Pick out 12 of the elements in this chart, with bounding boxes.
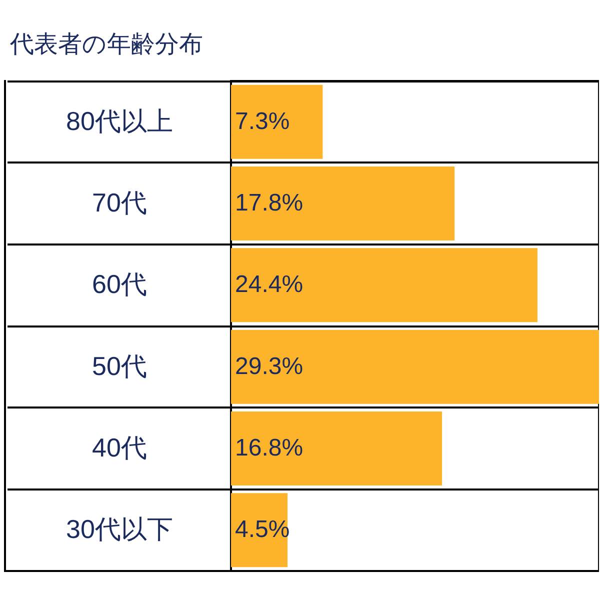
y-tick-label: 80代以上: [66, 106, 173, 136]
data-label: 17.8%: [235, 190, 304, 216]
chart-title: 代表者の年齢分布: [10, 30, 203, 60]
y-tick-label: 30代以下: [66, 514, 173, 544]
y-tick-label: 40代: [92, 432, 147, 462]
data-label: 7.3%: [235, 108, 290, 135]
y-tick-label: 50代: [92, 350, 147, 381]
data-label: 16.8%: [235, 434, 304, 462]
data-label: 29.3%: [235, 352, 304, 380]
y-tick-label: 60代: [92, 269, 147, 300]
y-tick-label: 70代: [92, 188, 147, 218]
data-label: 24.4%: [235, 271, 304, 298]
